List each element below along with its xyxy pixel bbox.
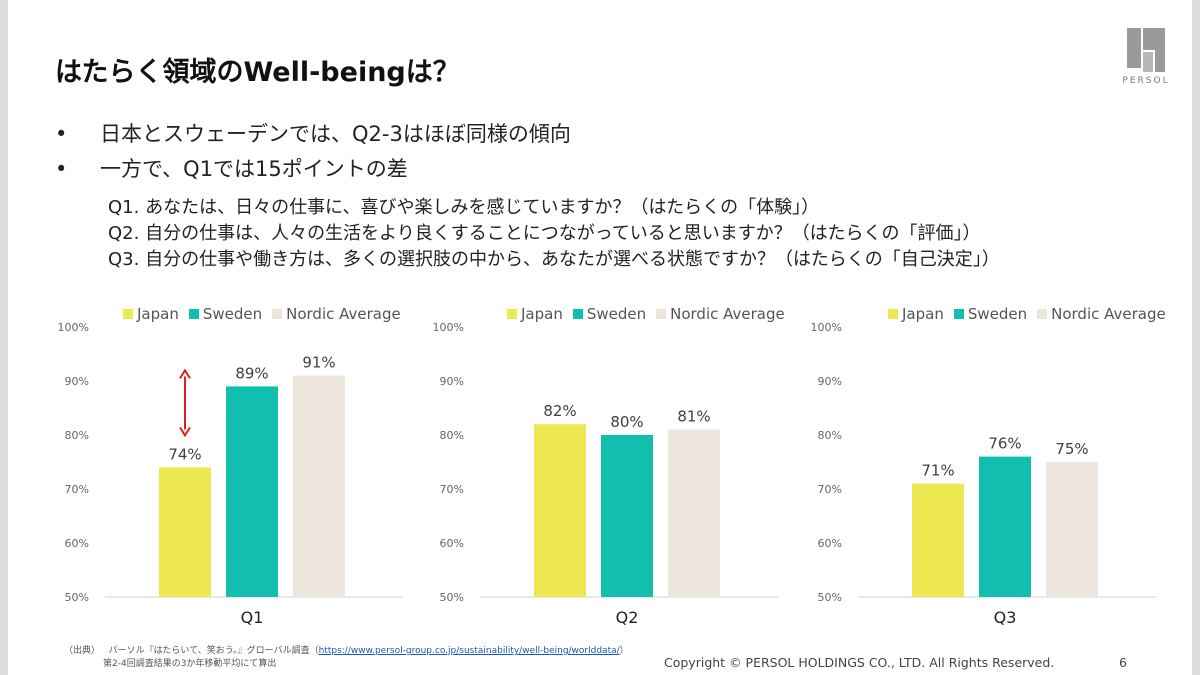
data-label-sweden: 89% [235,364,268,382]
bullet-item-1: • 日本とスウェーデンでは、Q2-3はほぼ同様の傾向 [55,118,571,148]
legend-label: Nordic Average [670,305,785,323]
persol-logo-icon [1127,28,1165,72]
bar-chart-q1: 50% 60% 70% 80% 90% 100% 74% 89% 91% Q1 [58,321,403,627]
legend-label: Japan [902,305,944,323]
legend-item-nordic: Nordic Average [272,305,401,323]
legend-item-sweden: Sweden [188,305,263,323]
y-tick-label: 70% [440,483,464,496]
y-tick-label: 80% [65,429,89,442]
source-label: （出典） [64,646,101,656]
legend-label: Sweden [586,305,647,323]
bullet-item-2: • 一方で、Q1では15ポイントの差 [55,153,408,183]
y-tick-label: 100% [433,321,464,334]
bullet-text: 一方で、Q1では15ポイントの差 [100,157,408,181]
data-label-japan: 74% [168,445,201,463]
data-label-japan: 82% [543,402,576,420]
bar-nordic [668,429,720,597]
legend-item-nordic: Nordic Average [1037,305,1166,323]
chart-legend-2: Japan Sweden Nordic Average [507,305,795,323]
source-citation: （出典） パーソル『はたらいて、笑おう。』グローバル調査（https://www… [64,643,629,656]
bullet-text: 日本とスウェーデンでは、Q2-3はほぼ同様の傾向 [100,122,571,146]
source-text: パーソル『はたらいて、笑おう。』グローバル調査（ [108,646,319,656]
legend-label: Sweden [202,305,263,323]
x-category-label: Q2 [616,608,639,627]
logo-text: PERSOL [1122,76,1170,86]
y-tick-label: 80% [818,429,842,442]
chart-legend-1: Japan Sweden Nordic Average [123,305,411,323]
arrow-down-head-icon [179,426,191,438]
legend-label: Nordic Average [1051,305,1166,323]
bar-japan [912,483,964,597]
x-category-label: Q3 [994,608,1017,627]
bar-japan [159,467,211,597]
legend-item-sweden: Sweden [572,305,647,323]
copyright-notice: Copyright © PERSOL HOLDINGS CO., LTD. Al… [664,655,1055,670]
slide-title: はたらく領域のWell-beingは？ [55,57,460,88]
question-q3: Q3. 自分の仕事や働き方は、多くの選択肢の中から、あなたが選べる状態ですか？（… [108,249,1000,270]
bar-sweden [979,456,1031,597]
legend-item-nordic: Nordic Average [656,305,785,323]
legend-label: Japan [521,305,563,323]
legend-swatch-sweden [188,309,199,319]
y-tick-label: 90% [818,375,842,388]
question-q1: Q1. あなたは、日々の仕事に、喜びや楽しみを感じていますか？（はたらくの「体験… [108,197,820,218]
arrow-up-head-icon [179,368,191,379]
bar-sweden [601,435,653,597]
data-label-nordic: 75% [1055,440,1088,458]
y-tick-label: 100% [58,321,89,334]
legend-label: Nordic Average [286,305,401,323]
question-q2: Q2. 自分の仕事は、人々の生活をより良くすることにつながっていると思いますか？… [108,223,981,244]
legend-item-japan: Japan [123,305,179,323]
data-label-nordic: 91% [302,354,335,372]
y-tick-label: 60% [818,537,842,550]
legend-swatch-sweden [572,309,583,319]
bar-chart-q2: 50% 60% 70% 80% 90% 100% 82% 80% 81% Q2 [433,321,778,627]
data-label-sweden: 80% [610,413,643,431]
data-label-japan: 71% [921,462,954,480]
legend-item-sweden: Sweden [953,305,1028,323]
legend-item-japan: Japan [888,305,944,323]
y-tick-label: 60% [440,537,464,550]
bullet-dot: • [55,122,68,146]
bar-japan [534,424,586,597]
y-tick-label: 70% [818,483,842,496]
legend-swatch-nordic [656,309,667,319]
legend-swatch-japan [123,309,133,319]
right-frame-bar [1192,0,1200,675]
legend-swatch-japan [888,309,898,319]
bar-sweden [226,386,278,597]
y-tick-label: 50% [818,591,842,604]
y-tick-label: 80% [440,429,464,442]
bar-nordic [293,375,345,597]
data-label-sweden: 76% [988,435,1021,453]
y-tick-label: 50% [65,591,89,604]
y-tick-label: 70% [65,483,89,496]
bar-chart-q3: 50% 60% 70% 80% 90% 100% 71% 76% 75% Q3 [811,321,1156,627]
source-close: ） [619,646,629,656]
x-category-label: Q1 [241,608,264,627]
page-number: 6 [1119,655,1127,670]
legend-label: Japan [137,305,179,323]
y-tick-label: 90% [440,375,464,388]
legend-swatch-nordic [272,309,283,319]
y-tick-label: 100% [811,321,842,334]
legend-swatch-nordic [1037,309,1048,319]
bar-nordic [1046,462,1098,597]
y-tick-label: 90% [65,375,89,388]
data-label-nordic: 81% [677,408,710,426]
legend-label: Sweden [967,305,1028,323]
left-frame-bar [0,0,8,675]
source-note: 第2-4回調査結果の3か年移動平均にて算出 [103,659,277,669]
legend-swatch-japan [507,309,517,319]
legend-swatch-sweden [953,309,964,319]
legend-item-japan: Japan [507,305,563,323]
y-tick-label: 60% [65,537,89,550]
chart-legend-3: Japan Sweden Nordic Average [888,305,1176,323]
y-tick-label: 50% [440,591,464,604]
bullet-dot: • [55,157,68,181]
source-link[interactable]: https://www.persol-group.co.jp/sustainab… [318,646,620,656]
